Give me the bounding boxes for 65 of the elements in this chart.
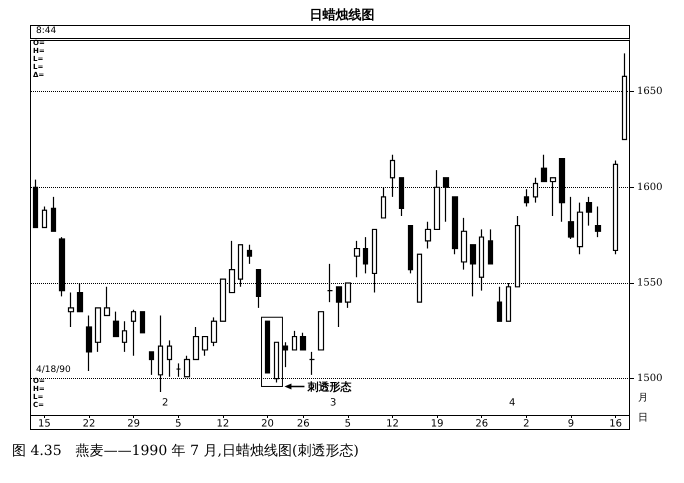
text: 月 [638,392,648,404]
caption: 图 4.35 燕麦——1990 年 7 月,日蜡烛线图(刺透形态) [12,443,359,459]
y-tick-label: 1550 [637,277,662,288]
x-tick-label: 9 [568,418,574,430]
chart-title: 日蜡烛线图 [310,7,374,23]
candlestick [122,320,128,352]
candlestick [524,188,530,208]
x-tick-label: 2 [523,418,530,430]
candlestick [568,196,574,240]
y-tick-label: 1500 [637,373,662,384]
x-tick-label: 20 [261,418,274,430]
candlestick [460,217,468,270]
candlestick [576,202,584,255]
x-tick-label: 16 [609,418,622,430]
x-tick-label: 26 [296,418,310,430]
candlestick [336,286,342,328]
candlestick [318,311,324,351]
candlestick [104,286,110,316]
candlestick [300,332,306,351]
annotation: 3 [330,398,336,408]
candlestick [488,228,494,264]
candlestick [540,154,548,182]
x-tick-label: 26 [475,418,488,430]
x-tick-label: 15 [38,418,51,430]
candlestick [112,311,120,338]
candlestick [202,336,208,356]
candlestick [94,307,102,352]
candlestick [130,309,136,356]
candlestick [86,314,92,372]
annotation: 2 [162,398,168,408]
x-tick-label: 19 [430,418,444,430]
annotation: 刺透形态 [306,380,352,394]
candlestick [192,326,200,360]
candlestick [42,206,48,228]
candlestick [176,362,182,378]
x-tick-label: 12 [216,418,230,430]
text: 8:44 [36,26,56,36]
candlestick [452,196,458,255]
candlestick [362,236,368,274]
annotation: 4/18/90 [36,365,71,375]
candlestick [264,320,270,374]
y-tick-label: 1600 [637,182,662,193]
candlestick [282,342,288,368]
x-tick-label: 29 [127,418,140,430]
candlestick [140,311,146,334]
candlestick [148,351,154,376]
x-tick-label: 5 [175,418,182,430]
candlestick [210,316,218,347]
y-tick-label: 1650 [637,86,662,98]
candlestick [68,292,74,328]
candlestick [354,240,360,278]
candlestick [594,206,602,238]
x-tick-label: 12 [386,418,399,430]
candlestick [424,221,432,250]
x-tick-label: 5 [344,418,352,430]
text: 日 [638,412,648,424]
candlestick [50,196,56,232]
candlestick [246,244,252,264]
candlestick [292,330,298,351]
candlestick [308,351,316,376]
annotation: 4 [509,398,516,408]
x-tick-label: 22 [82,418,96,430]
candlestick [408,224,414,274]
candlestick [496,286,502,322]
candlestick [586,196,592,226]
